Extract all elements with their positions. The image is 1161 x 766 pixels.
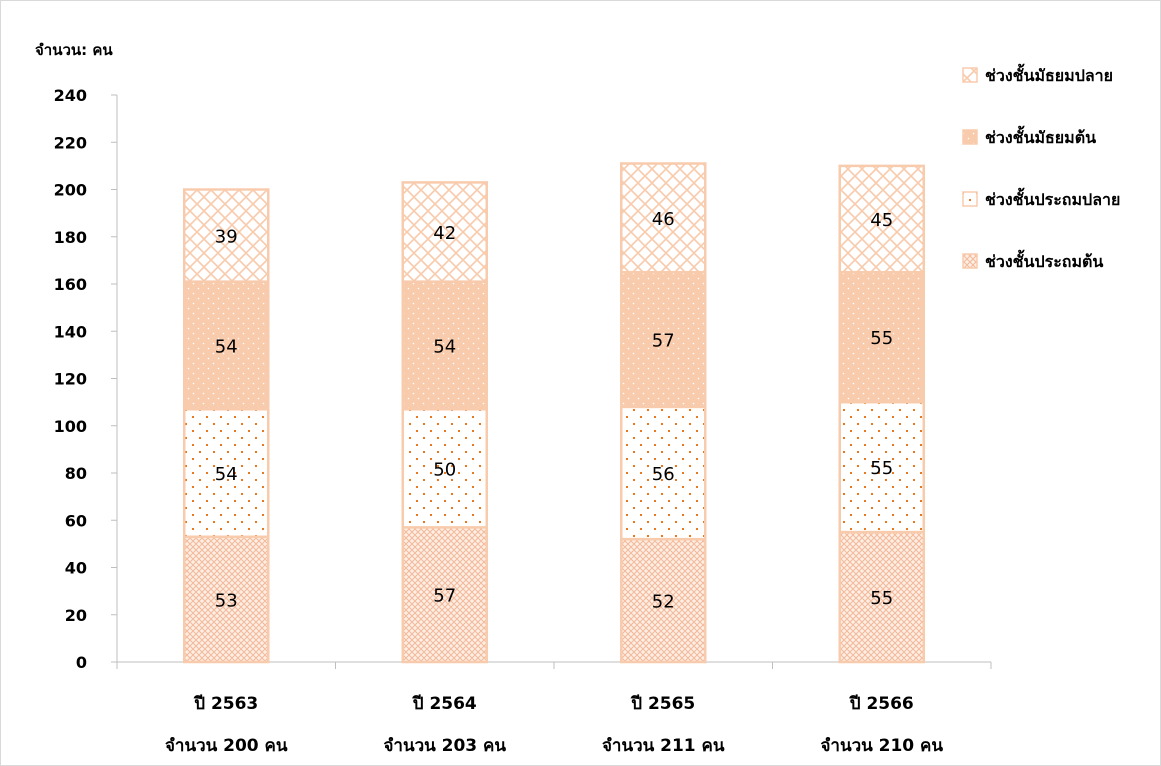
x-category-label: ปี 2566 <box>849 693 914 714</box>
y-tick-label: 180 <box>54 228 87 247</box>
y-tick-label: 220 <box>54 133 87 152</box>
bar-segment <box>183 407 270 539</box>
legend-item-label: ช่วงชั้นมัธยมปลาย <box>985 63 1113 85</box>
bars <box>183 162 925 664</box>
bar-segment <box>401 526 488 664</box>
y-tick-label: 40 <box>65 559 87 578</box>
legend-swatch <box>962 67 978 83</box>
y-tick-label: 200 <box>54 181 87 200</box>
legend-item-label: ช่วงชั้นประถมปลาย <box>985 187 1120 209</box>
data-label: 50 <box>433 459 456 480</box>
data-label: 57 <box>652 331 675 352</box>
bar-segment <box>838 270 925 404</box>
y-tick-label: 240 <box>54 86 87 105</box>
data-label: 42 <box>433 223 456 244</box>
y-tick-label: 160 <box>54 275 87 294</box>
data-label: 46 <box>652 209 675 230</box>
bar-segment <box>183 280 270 411</box>
x-category-label: ปี 2563 <box>193 693 258 714</box>
bar-segment <box>183 188 270 283</box>
bar-segment <box>620 270 707 409</box>
bar-segment <box>401 181 488 283</box>
y-tick-label: 120 <box>54 370 87 389</box>
bar-segment <box>620 162 707 274</box>
data-label: 54 <box>215 464 238 485</box>
data-label: 53 <box>215 590 238 611</box>
bar-segment <box>838 400 925 534</box>
axes: 0 20 40 60 80 100 120 140 160 180 200 220 240 ปี 2563… <box>54 86 992 756</box>
data-label: 39 <box>215 227 238 248</box>
data-label: 52 <box>652 592 675 613</box>
bar-segment <box>838 164 925 274</box>
y-tick-label: 60 <box>65 511 87 530</box>
x-category-sublabel: จำนวน 200 คน <box>165 736 288 756</box>
data-labels: 53 54 54 39 57 50 54 42 52 56 57 46 55 55 55 45 <box>215 209 893 613</box>
x-category-label: ปี 2565 <box>630 693 695 714</box>
x-category-label: ปี 2564 <box>412 693 477 714</box>
data-label: 56 <box>652 464 675 485</box>
y-tick-label: 20 <box>65 606 87 625</box>
legend: ช่วงชั้นมัธยมปลายช่วงชั้นมัธยมต้นช่วงชั้… <box>962 63 1120 271</box>
legend-swatch <box>962 253 978 269</box>
bar-segment <box>620 405 707 541</box>
x-category-sublabel: จำนวน 210 คน <box>820 736 943 756</box>
y-tick-label: 0 <box>76 653 87 672</box>
legend-item-label: ช่วงชั้นมัธยมต้น <box>985 125 1096 147</box>
data-label: 55 <box>870 458 893 479</box>
data-label: 54 <box>215 336 238 357</box>
data-label: 55 <box>870 588 893 609</box>
legend-swatch <box>962 191 978 207</box>
legend-swatch <box>962 129 978 145</box>
y-tick-label: 100 <box>54 417 87 436</box>
x-category-sublabel: จำนวน 203 คน <box>383 736 506 756</box>
x-category-sublabel: จำนวน 211 คน <box>602 736 725 756</box>
y-tick-label: 80 <box>65 464 87 483</box>
y-axis-unit-label: จำนวน: คน <box>35 41 113 59</box>
data-label: 57 <box>433 586 456 607</box>
y-tick-label: 140 <box>54 322 87 341</box>
legend-item-label: ช่วงชั้นประถมต้น <box>985 249 1103 271</box>
data-label: 54 <box>433 336 456 357</box>
data-label: 45 <box>870 210 893 231</box>
data-label: 55 <box>870 328 893 349</box>
